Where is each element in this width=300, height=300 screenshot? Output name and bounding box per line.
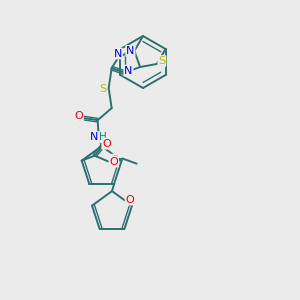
Text: S: S bbox=[111, 154, 118, 165]
Text: H: H bbox=[99, 132, 106, 142]
Text: S: S bbox=[99, 84, 106, 94]
Text: N: N bbox=[89, 132, 98, 142]
Text: O: O bbox=[102, 139, 111, 148]
Text: N: N bbox=[124, 66, 133, 76]
Text: O: O bbox=[109, 157, 118, 166]
Text: O: O bbox=[126, 195, 134, 205]
Text: S: S bbox=[158, 56, 165, 66]
Text: N: N bbox=[114, 49, 122, 58]
Text: O: O bbox=[74, 111, 83, 121]
Text: N: N bbox=[126, 46, 134, 56]
